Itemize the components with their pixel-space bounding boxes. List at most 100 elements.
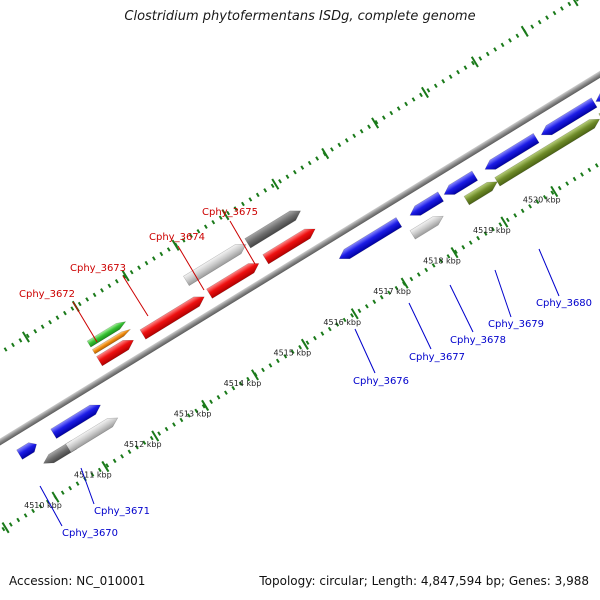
major-tick-top	[221, 209, 230, 221]
gene-label-cphy-3676: Cphy_3676	[353, 376, 409, 387]
tick-bottom	[550, 190, 555, 195]
tick-top	[181, 238, 186, 243]
gene-label-cphy-3677: Cphy_3677	[409, 352, 465, 363]
tick-top	[122, 274, 127, 279]
tick-top	[226, 210, 231, 216]
tick-top	[359, 129, 364, 134]
major-tick-top	[520, 25, 529, 37]
major-tick-top	[371, 117, 380, 129]
tick-bottom	[23, 513, 28, 518]
tick-bottom	[120, 454, 124, 459]
tick-bottom	[476, 235, 481, 241]
tick-bottom	[313, 335, 317, 341]
tick-bottom	[468, 240, 473, 245]
tick-top	[493, 47, 498, 52]
genome-backbone	[0, 0, 600, 476]
major-tick-top	[171, 239, 180, 251]
tick-top	[77, 301, 82, 307]
tick-bottom	[97, 467, 102, 473]
tick-bottom	[379, 294, 384, 300]
tick-top	[545, 15, 549, 20]
tick-top	[248, 197, 253, 202]
tick-bottom	[172, 422, 176, 427]
tick-bottom	[68, 485, 73, 491]
scale-label: 4512 kbp	[124, 440, 162, 449]
tick-bottom	[424, 267, 429, 273]
tick-bottom	[135, 445, 139, 450]
tick-top	[278, 179, 282, 184]
major-tick-bottom	[1, 522, 10, 534]
major-tick-bottom	[251, 369, 259, 381]
tick-bottom	[283, 354, 288, 359]
tick-top	[3, 347, 8, 352]
tick-bottom	[572, 176, 577, 182]
tick-top	[307, 160, 312, 166]
tick-bottom	[194, 408, 199, 414]
tick-bottom	[275, 358, 280, 364]
tick-top	[25, 333, 30, 339]
tick-bottom	[587, 167, 592, 173]
tick-bottom	[498, 222, 503, 227]
tick-top	[114, 279, 119, 284]
major-tick-bottom	[500, 216, 509, 228]
tick-top	[330, 147, 334, 152]
tick-bottom	[305, 340, 310, 345]
tick-top	[63, 310, 67, 316]
gene-arrow-cphy-3675	[262, 228, 316, 265]
tick-top	[218, 215, 223, 220]
gene-leader-line	[80, 467, 95, 505]
tick-top	[270, 183, 275, 189]
map-title: Clostridium phytofermentans ISDg, comple…	[124, 9, 476, 24]
tick-bottom	[1, 526, 6, 532]
tick-bottom	[60, 490, 65, 495]
gene-label-cphy-3674: Cphy_3674	[149, 232, 205, 243]
major-tick-top	[420, 86, 429, 99]
tick-bottom	[327, 326, 332, 332]
tick-bottom	[416, 272, 421, 277]
tick-bottom	[565, 181, 570, 186]
gene-leader-line	[122, 275, 149, 317]
tick-bottom	[246, 376, 251, 382]
major-tick-bottom	[450, 246, 459, 259]
tick-top	[263, 188, 268, 193]
tick-bottom	[105, 463, 110, 468]
tick-top	[456, 69, 460, 75]
tick-bottom	[8, 522, 13, 527]
tick-bottom	[298, 345, 303, 350]
tick-top	[40, 324, 45, 329]
tick-top	[389, 110, 394, 116]
tick-bottom	[372, 299, 377, 304]
gene-leader-line	[408, 302, 432, 350]
tick-top	[433, 83, 438, 89]
major-tick-bottom	[350, 308, 359, 320]
tick-bottom	[350, 313, 354, 318]
major-tick-bottom	[550, 185, 559, 198]
tick-top	[508, 38, 512, 43]
tick-top	[441, 79, 446, 84]
tick-top	[315, 156, 320, 161]
tick-top	[48, 319, 52, 325]
tick-bottom	[127, 449, 132, 455]
gene-arrow	[494, 118, 600, 187]
major-tick-top	[570, 0, 579, 7]
gene-leader-line	[449, 284, 474, 333]
major-tick-top	[321, 147, 330, 160]
tick-bottom	[491, 226, 495, 232]
tick-top	[85, 297, 90, 302]
gene-leader-line	[72, 301, 98, 343]
tick-top	[530, 24, 535, 29]
tick-bottom	[335, 322, 340, 327]
gene-label-cphy-3670: Cphy_3670	[62, 528, 118, 539]
tick-top	[448, 74, 453, 79]
gene-arrow	[463, 181, 498, 206]
tick-top	[137, 265, 141, 270]
gene-arrow-cphy-3671	[50, 404, 101, 439]
gene-arrow-cphy-3676	[338, 217, 403, 259]
tick-bottom	[342, 317, 347, 323]
gene-label-cphy-3672: Cphy_3672	[19, 289, 75, 300]
gene-label-cphy-3678: Cphy_3678	[450, 335, 506, 346]
tick-top	[292, 169, 297, 175]
tick-bottom	[431, 263, 436, 268]
tick-bottom	[209, 399, 213, 405]
scale-label: 4513 kbp	[174, 409, 212, 418]
